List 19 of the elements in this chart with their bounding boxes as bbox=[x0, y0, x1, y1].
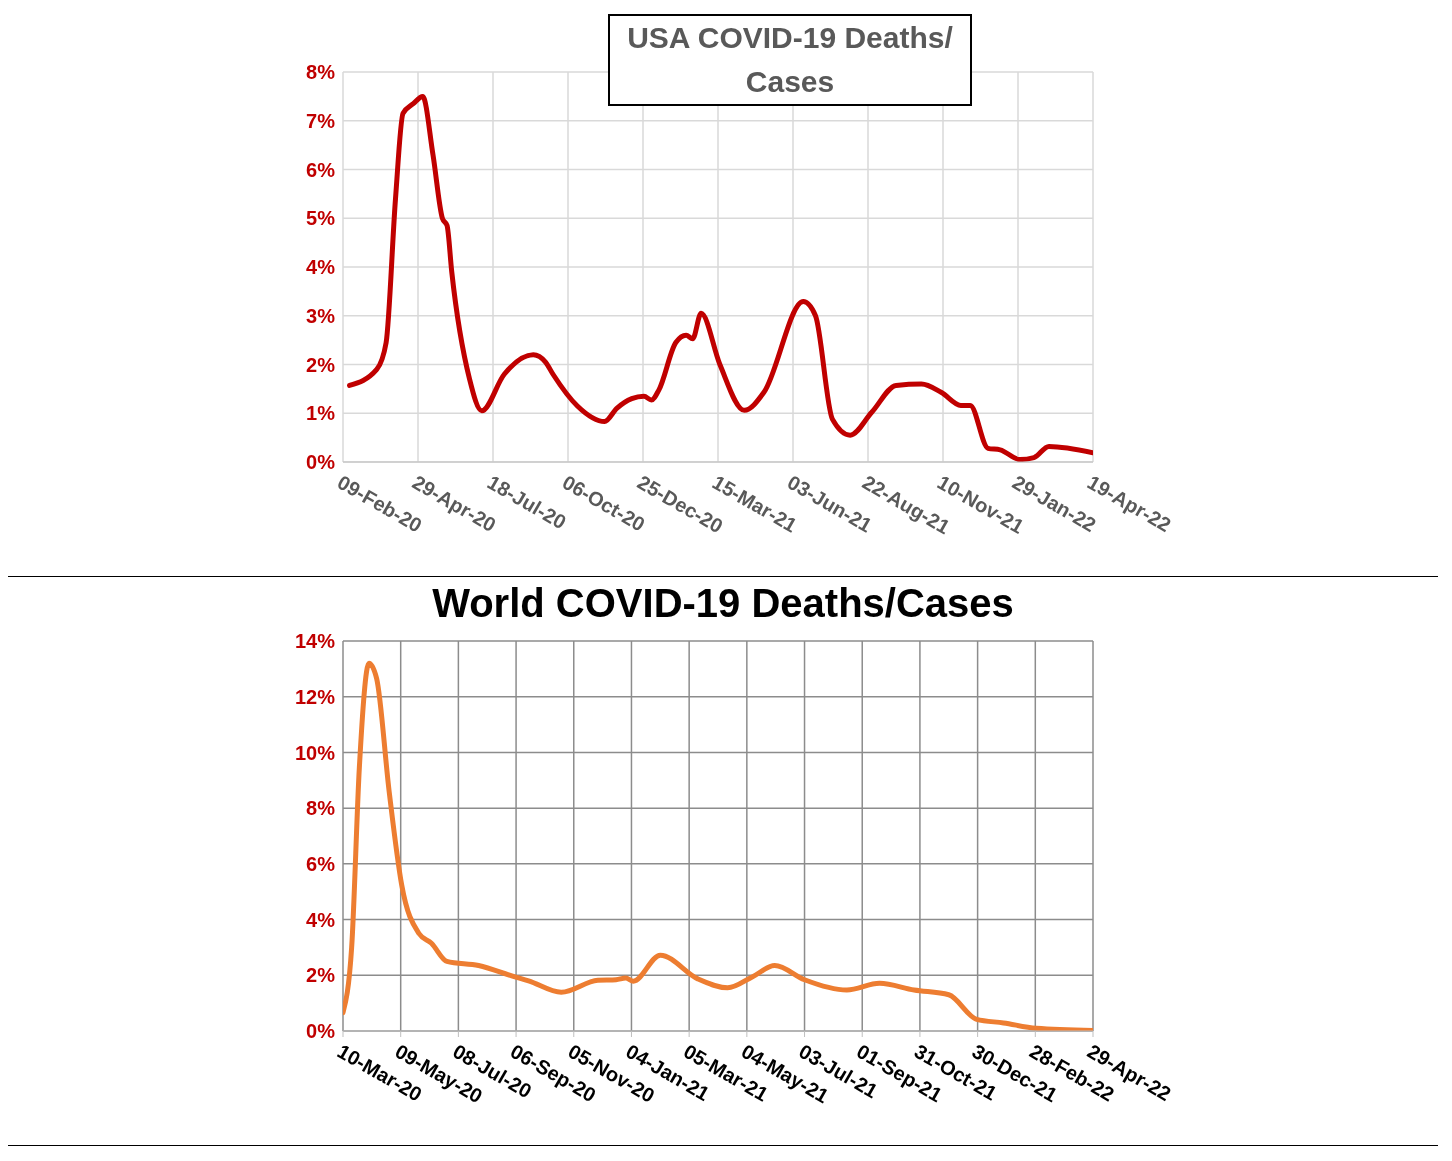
y-tick-label: 4% bbox=[306, 256, 336, 279]
y-tick-label: 4% bbox=[306, 908, 336, 931]
y-tick-label: 12% bbox=[294, 685, 336, 708]
y-tick-label: 2% bbox=[306, 353, 336, 376]
y-tick-label: 3% bbox=[306, 304, 336, 327]
y-tick-label: 1% bbox=[306, 402, 336, 425]
y-tick-label: 2% bbox=[306, 964, 336, 987]
chart-title: USA COVID-19 Deaths/ Cases bbox=[608, 14, 972, 106]
chart-title: World COVID-19 Deaths/Cases bbox=[431, 581, 1015, 626]
y-tick-label: 0% bbox=[306, 451, 336, 474]
y-tick-label: 10% bbox=[294, 741, 336, 764]
y-tick-label: 8% bbox=[306, 797, 336, 820]
y-tick-label: 7% bbox=[306, 109, 336, 132]
y-tick-label: 8% bbox=[306, 61, 336, 84]
y-tick-label: 0% bbox=[306, 1020, 336, 1043]
y-tick-label: 6% bbox=[306, 852, 336, 875]
y-tick-label: 5% bbox=[306, 207, 336, 230]
y-tick-label: 6% bbox=[306, 158, 336, 181]
y-tick-label: 14% bbox=[294, 630, 336, 653]
